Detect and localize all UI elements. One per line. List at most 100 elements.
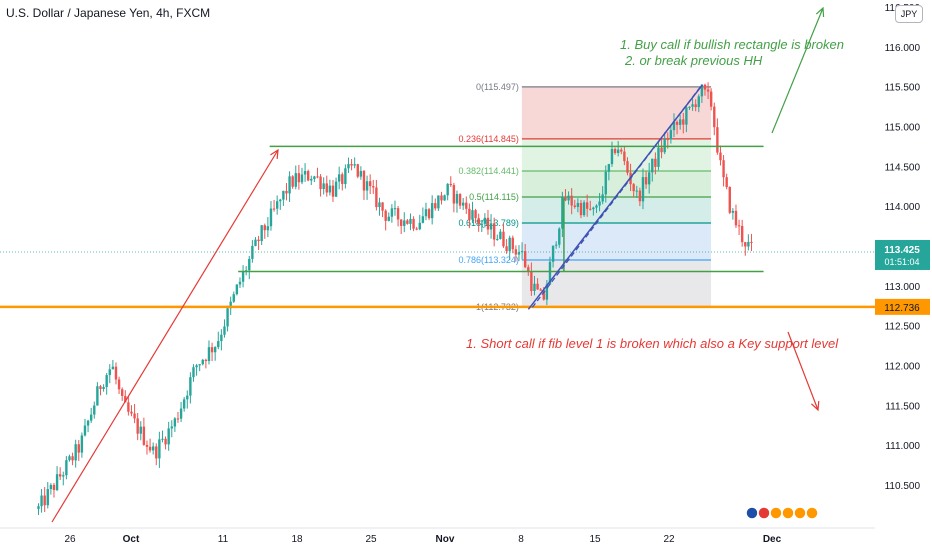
candle-body [291,176,294,187]
candle-body [610,148,614,165]
price-tick-label: 110.500 [885,481,921,492]
time-tick-label: 15 [589,534,601,545]
candle-body [654,158,657,167]
price-tick-label: 111.500 [885,401,920,412]
candle-body [58,474,62,477]
candle-body [387,216,390,221]
candle-body [700,84,704,97]
candle-body [294,173,297,187]
candle-body [725,177,728,188]
buy-arrow-head [815,6,825,18]
candle-body [306,171,310,181]
candle-body [561,197,564,229]
candle-body [89,414,93,421]
candle-body [660,147,663,153]
candle-body [316,176,319,178]
candle-body [322,183,325,190]
candle-body [344,168,347,185]
fib-level-label: 0.5(114.115) [469,192,519,202]
candle-body [43,495,46,506]
candle-body [102,386,105,389]
price-tick-label: 112.000 [885,362,921,373]
candle-body [443,195,446,201]
candle-body [393,208,397,210]
candle-body [362,170,366,191]
candle-body [282,190,285,200]
candle-body [254,239,257,246]
candle-body [508,237,511,252]
candle-body [647,172,651,185]
candle-body [530,271,533,291]
current-price-badge [875,239,930,270]
candle-body [145,444,149,447]
candle-body [310,178,313,181]
candle-body [517,252,521,255]
candle-body [195,365,198,368]
candle-body [585,202,589,209]
candle-body [669,130,673,140]
candle-body [297,173,301,183]
price-axis: 116.500116.000115.500115.000114.500114.0… [875,0,932,550]
candle-body [192,367,195,378]
candle-body [604,171,607,195]
candle-body [241,271,245,282]
candle-body [607,164,611,172]
candle-body [186,395,189,400]
candle-body [229,301,232,309]
candle-body [492,223,496,240]
candle-body [334,181,338,197]
candle-body [49,484,53,490]
candle-body [514,249,518,255]
candle-body [130,411,133,414]
time-tick-label: 11 [218,534,229,545]
candle-body [598,201,601,206]
time-axis: 26 Oct 11 18 25 Nov 8 15 22 Dec [0,506,875,545]
candle-body [489,223,493,230]
candle-body [651,158,654,173]
candle-body [678,119,682,125]
price-tick-label: 112.500 [885,322,921,333]
candle-body [613,148,617,153]
fib-level-label: 0.786(113.324) [458,255,518,265]
candle-body [313,176,316,179]
fib-zone [521,197,712,223]
candle-body [62,475,65,477]
candle-body [486,217,490,230]
candle-body [496,238,499,240]
currency-badge[interactable]: JPY [895,5,923,23]
annotations: 1. Buy call if bullish rectangle is brok… [466,37,844,351]
candle-body [182,399,186,409]
bar-countdown: 01:51:04 [884,257,919,267]
event-flag-icon [805,506,819,520]
candle-body [328,185,332,193]
candle-body [564,197,567,201]
candle-body [632,184,635,192]
price-tick-label: 116.000 [885,43,921,54]
candle-body [148,446,152,451]
candle-body [111,366,115,370]
candle-body [365,181,369,191]
candle-body [620,149,623,152]
time-tick-label: 26 [64,534,76,545]
candle-body [248,258,251,271]
support-price-value: 112.736 [884,303,920,314]
candle-body [421,216,425,223]
candle-body [471,210,474,220]
candle-body [403,220,406,226]
candle-body [260,225,263,242]
candle-body [747,241,750,247]
candle-body [155,446,158,459]
candle-body [46,489,49,506]
candle-body [139,426,142,434]
candle-body [657,147,660,167]
trend-up-arrow-head [270,148,279,160]
drawings [0,6,875,523]
candle-body [601,194,604,202]
candle-body [176,418,180,420]
candle-body [170,426,173,429]
candle-body [415,228,418,230]
candle-body [682,119,685,125]
candle-body [548,261,552,285]
sell-note: 1. Short call if fib level 1 is broken w… [466,336,839,351]
